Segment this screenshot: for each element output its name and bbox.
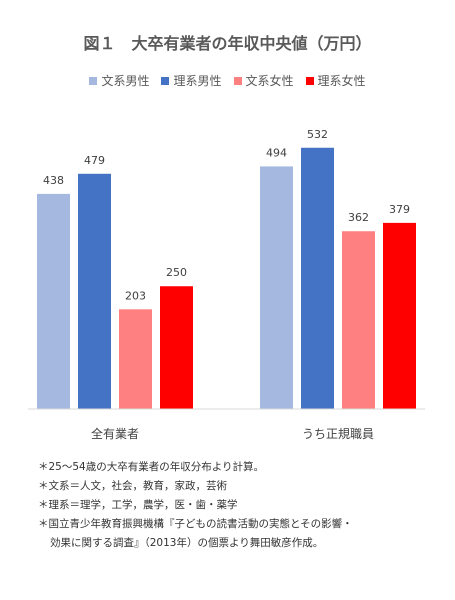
bar-chart: 438 479 203 250 全有業者 494 532 362 379 うち正規職員: [28, 128, 425, 441]
bar-3-0: [160, 286, 193, 409]
data-label: 362: [348, 211, 369, 224]
data-label: 203: [125, 289, 146, 302]
data-label: 438: [43, 174, 64, 187]
legend-item-rikei-male: 理系男性: [161, 72, 222, 89]
bar-1-1: [301, 147, 334, 409]
footnote-continuation: 効果に関する調査』（2013年）の個票より舞田敏彦作成。: [50, 537, 324, 549]
category-label: 全有業者: [91, 426, 139, 441]
legend-label: 理系女性: [317, 74, 366, 88]
footnote: ＊文系＝人文，社会，教育，家政，芸術: [38, 480, 227, 492]
legend-item-bunkei-male: 文系男性: [89, 72, 149, 89]
legend-swatch: [89, 76, 98, 85]
legend-swatch: [305, 76, 314, 85]
legend-label: 理系男性: [173, 74, 222, 88]
category-label: うち正規職員: [302, 426, 374, 441]
legend-label: 文系男性: [101, 74, 150, 88]
data-label: 250: [166, 266, 187, 279]
bar-1-0: [78, 173, 111, 409]
data-label: 494: [266, 146, 287, 159]
legend-swatch: [161, 76, 170, 85]
bar-0-1: [260, 166, 293, 409]
bar-2-1: [342, 231, 375, 409]
legend-item-bunkei-female: 文系女性: [233, 72, 294, 89]
legend: 文系男性 理系男性 文系女性 理系女性: [0, 72, 455, 89]
legend-label: 文系女性: [245, 74, 294, 88]
data-label: 532: [307, 128, 328, 141]
legend-item-rikei-female: 理系女性: [305, 72, 366, 89]
bar-3-1: [383, 222, 416, 409]
chart-title: 図１ 大卒有業者の年収中央値（万円）: [83, 34, 372, 53]
footnote: ＊国立青少年教育振興機構『子どもの読書活動の実態とその影響・: [38, 518, 353, 530]
data-label: 479: [84, 154, 105, 167]
legend-swatch: [233, 76, 242, 85]
bar-2-0: [119, 309, 152, 409]
footnote: ＊理系＝理学，工学，農学，医・歯・薬学: [38, 499, 238, 511]
data-label: 379: [389, 203, 410, 216]
bar-0-0: [37, 193, 70, 409]
footnotes: ＊25～54歳の大卒有業者の年収分布より計算。 ＊文系＝人文，社会，教育，家政，…: [38, 458, 438, 553]
footnote: ＊25～54歳の大卒有業者の年収分布より計算。: [38, 461, 265, 473]
